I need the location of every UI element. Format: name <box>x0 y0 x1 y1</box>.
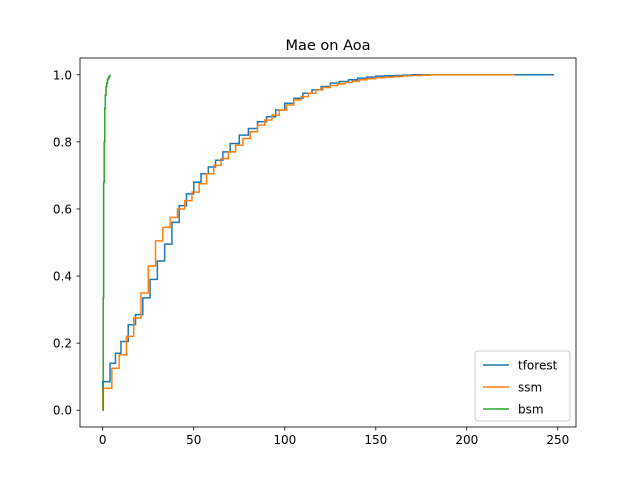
x-axis: 0 50 100 150 200 250 <box>99 427 569 447</box>
y-tick-label: 0.0 <box>53 404 72 418</box>
x-tick-label: 0 <box>99 433 107 447</box>
series-line-bsm <box>102 74 111 411</box>
x-tick-label: 100 <box>273 433 296 447</box>
legend-box <box>474 350 571 422</box>
series-line-ssm <box>102 74 515 411</box>
legend-label-ssm: ssm <box>518 381 542 395</box>
x-tick-label: 150 <box>364 433 387 447</box>
legend-label-bsm: bsm <box>518 403 544 417</box>
x-tick-label: 250 <box>546 433 569 447</box>
series-line-tforest <box>102 74 555 411</box>
legend-label-tforest: tforest <box>518 359 558 373</box>
y-tick-label: 0.4 <box>53 270 72 284</box>
y-tick-label: 1.0 <box>53 68 72 82</box>
x-tick-label: 200 <box>455 433 478 447</box>
y-tick-label: 0.8 <box>53 135 72 149</box>
y-tick-label: 0.6 <box>53 202 72 216</box>
legend: tforest ssm bsm <box>474 350 571 422</box>
axes-frame <box>79 57 577 428</box>
chart-title: Mae on Aoa <box>285 38 370 54</box>
y-axis: 0.0 0.2 0.4 0.6 0.8 1.0 <box>53 68 80 418</box>
y-tick-label: 0.2 <box>53 337 72 351</box>
x-tick-label: 50 <box>186 433 201 447</box>
plot-area <box>79 57 577 428</box>
